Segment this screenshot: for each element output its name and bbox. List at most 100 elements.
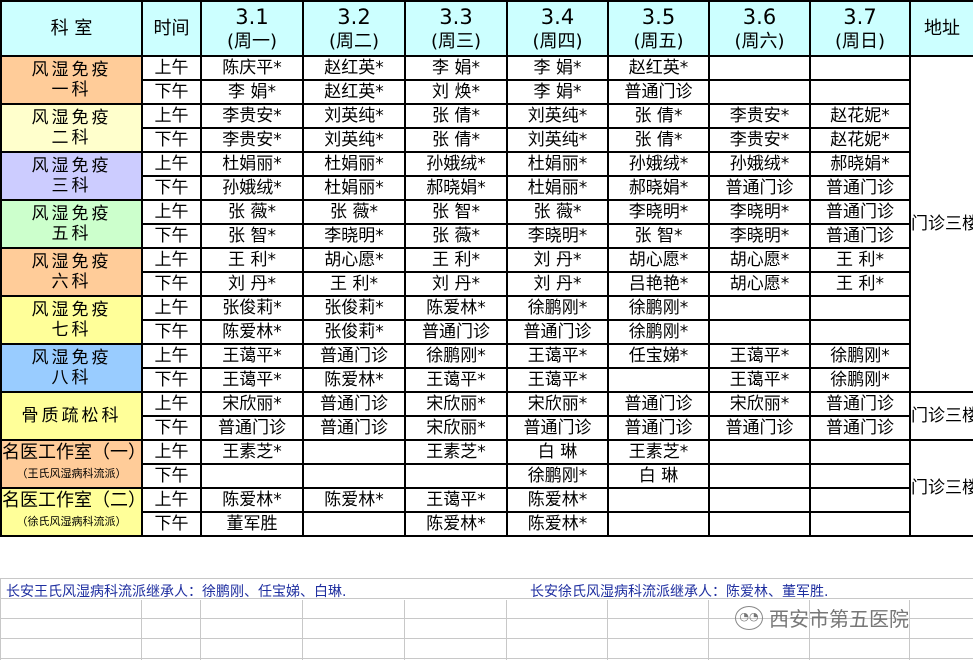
doctor-cell: 王蔼平* xyxy=(200,367,304,393)
doctor-cell: 李晓明* xyxy=(708,199,811,225)
doctor-cell: 陈爱林* xyxy=(506,487,609,513)
doctor-cell: 普通门诊 xyxy=(302,415,406,441)
doctor-cell: 刘 焕* xyxy=(404,79,508,105)
time-slot: 下午 xyxy=(141,271,202,297)
department-name: 名医工作室（二） xyxy=(2,490,142,511)
grid-line xyxy=(506,600,507,660)
doctor-cell: 王素芝* xyxy=(404,439,508,465)
table-row: 风湿免疫 五科 上午张 薇* 张 薇* 张 智* 张 薇* 李晓明* 李晓明* 普通门诊 xyxy=(0,199,973,249)
table-row: 下午 普通门诊 普通门诊 宋欣丽* 普通门诊 普通门诊 普通门诊 普通门诊 xyxy=(1,415,973,441)
doctor-cell xyxy=(809,463,911,489)
doctor-cell: 刘英纯* xyxy=(302,127,406,153)
doctor-cell: 李贵安* xyxy=(708,103,811,129)
day-weekday: (周三) xyxy=(430,30,482,52)
day-weekday: (周六) xyxy=(734,30,785,52)
doctor-cell: 白 琳 xyxy=(506,439,609,465)
doctor-cell: 胡心愿* xyxy=(708,247,811,273)
department-cell: 名医工作室（二） （徐氏风湿病科流派） xyxy=(0,487,143,537)
doctor-cell: 张俊莉* xyxy=(302,319,406,345)
footer-left: 长安王氏风湿病科流派继承人：徐鹏刚、任宝娣、白琳. xyxy=(6,584,347,600)
time-slot: 下午 xyxy=(141,367,202,393)
doctor-cell: 陈爱林* xyxy=(302,487,406,513)
watermark-text: 西安市第五医院 xyxy=(769,607,909,631)
department-subname: 七科 xyxy=(51,320,92,340)
doctor-cell: 普通门诊 xyxy=(200,415,304,441)
doctor-cell: 王蔼平* xyxy=(404,487,508,513)
footer-note: 长安王氏风湿病科流派继承人：徐鹏刚、任宝娣、白琳. 长安徐氏风湿病科流派继承人：… xyxy=(0,578,973,600)
doctor-cell: 普通门诊 xyxy=(809,415,911,441)
table-row: 风湿免疫 八科 上午 王蔼平* 普通门诊 徐鹏刚* 王蔼平* 任宝娣* 王蔼平* 徐鹏刚* xyxy=(0,343,973,393)
doctor-cell: 王素芝* xyxy=(200,439,304,465)
doctor-cell xyxy=(302,511,406,537)
doctor-cell: 张 智* xyxy=(607,223,710,249)
doctor-cell: 宋欣丽* xyxy=(200,391,304,417)
table-row: 下午张 智* 李晓明* 张 薇* 李晓明* 张 智* 李晓明* 普通门诊 xyxy=(1,223,973,249)
address-cell: 门诊三楼南侧 xyxy=(909,391,973,441)
address-cell: 门诊三楼北侧 xyxy=(909,439,973,537)
department-subname: 一科 xyxy=(51,80,92,100)
doctor-cell: 王 利* xyxy=(200,247,304,273)
time-slot: 上午 xyxy=(141,199,202,225)
doctor-cell xyxy=(809,511,911,537)
doctor-cell: 杜娟丽* xyxy=(302,151,406,177)
doctor-cell xyxy=(302,439,406,465)
doctor-cell: 普通门诊 xyxy=(809,199,911,225)
doctor-cell: 王蔼平* xyxy=(506,343,609,369)
doctor-cell: 李 娟* xyxy=(200,79,304,105)
department-cell: 风湿免疫 三科 xyxy=(0,151,143,201)
time-slot: 上午 xyxy=(141,295,202,321)
doctor-cell: 王蔼平* xyxy=(708,367,811,393)
doctor-cell: 刘英纯* xyxy=(506,103,609,129)
doctor-cell: 徐鹏刚* xyxy=(809,343,911,369)
grid-line xyxy=(141,600,142,660)
doctor-cell: 李晓明* xyxy=(506,223,609,249)
department-name: 风湿免疫 xyxy=(31,108,112,128)
doctor-cell: 刘 丹* xyxy=(506,247,609,273)
doctor-cell: 李 娟* xyxy=(506,55,609,81)
schedule-table: 科 室时间 3.1 (周一) 3.2 (周二) 3.3 (周三) 3.4 (周四) 3.5 (周五)… xyxy=(0,0,973,537)
doctor-cell: 陈庆平* xyxy=(200,55,304,81)
day-date: 3.7 xyxy=(843,4,877,29)
doctor-cell: 刘 丹* xyxy=(506,271,609,297)
department-subname: 三科 xyxy=(51,176,92,196)
table-row: 下午李 娟* 赵红英* 刘 焕* 李 娟* 普通门诊 xyxy=(1,79,973,105)
doctor-cell: 张 薇* xyxy=(404,223,508,249)
table-row: 名医工作室（二） （徐氏风湿病科流派） 上午 陈爱林* 陈爱林* 王蔼平* 陈爱林* xyxy=(0,487,973,537)
doctor-cell xyxy=(809,295,911,321)
doctor-cell: 吕艳艳* xyxy=(607,271,710,297)
doctor-cell: 任宝娣* xyxy=(607,343,710,369)
doctor-cell xyxy=(708,511,811,537)
time-slot: 下午 xyxy=(141,463,202,489)
department-subname: （徐氏风湿病科流派） xyxy=(16,515,127,528)
table-row: 风湿免疫 二科 上午 李贵安* 刘英纯* 张 倩* 刘英纯* 张 倩* 李贵安* 赵花妮* xyxy=(0,103,973,153)
doctor-cell: 宋欣丽* xyxy=(404,415,508,441)
doctor-cell: 王 利* xyxy=(809,271,911,297)
table-row: 下午 董军胜 陈爱林* 陈爱林* xyxy=(1,511,973,537)
doctor-cell: 普通门诊 xyxy=(708,415,811,441)
department-name: 风湿免疫 xyxy=(31,252,112,272)
doctor-cell: 张 智* xyxy=(404,199,508,225)
dept-header: 科 室 xyxy=(0,0,143,57)
time-slot: 下午 xyxy=(141,175,202,201)
day-header: 3.4 (周四) xyxy=(506,0,609,57)
doctor-cell: 普通门诊 xyxy=(302,343,406,369)
doctor-cell: 普通门诊 xyxy=(607,79,710,105)
doctor-cell: 王素芝* xyxy=(607,439,710,465)
doctor-cell: 郝晓娟* xyxy=(607,175,710,201)
department-cell: 骨质疏松科 xyxy=(0,391,143,441)
doctor-cell: 张 薇* xyxy=(200,199,304,225)
time-slot: 下午 xyxy=(141,319,202,345)
day-weekday: (周一) xyxy=(226,30,278,52)
doctor-cell: 张 智* xyxy=(200,223,304,249)
doctor-cell: 王蔼平* xyxy=(404,367,508,393)
doctor-cell: 李贵安* xyxy=(708,127,811,153)
doctor-cell: 张 倩* xyxy=(607,127,710,153)
time-slot: 上午 xyxy=(141,343,202,369)
doctor-cell: 普通门诊 xyxy=(809,223,911,249)
doctor-cell xyxy=(708,463,811,489)
doctor-cell: 陈爱林* xyxy=(200,487,304,513)
header-row: 科 室时间 3.1 (周一) 3.2 (周二) 3.3 (周三) 3.4 (周四) 3.5 (周五)… xyxy=(0,0,973,57)
time-slot: 下午 xyxy=(141,511,202,537)
doctor-cell: 赵红英* xyxy=(607,55,710,81)
doctor-cell: 李贵安* xyxy=(200,103,304,129)
